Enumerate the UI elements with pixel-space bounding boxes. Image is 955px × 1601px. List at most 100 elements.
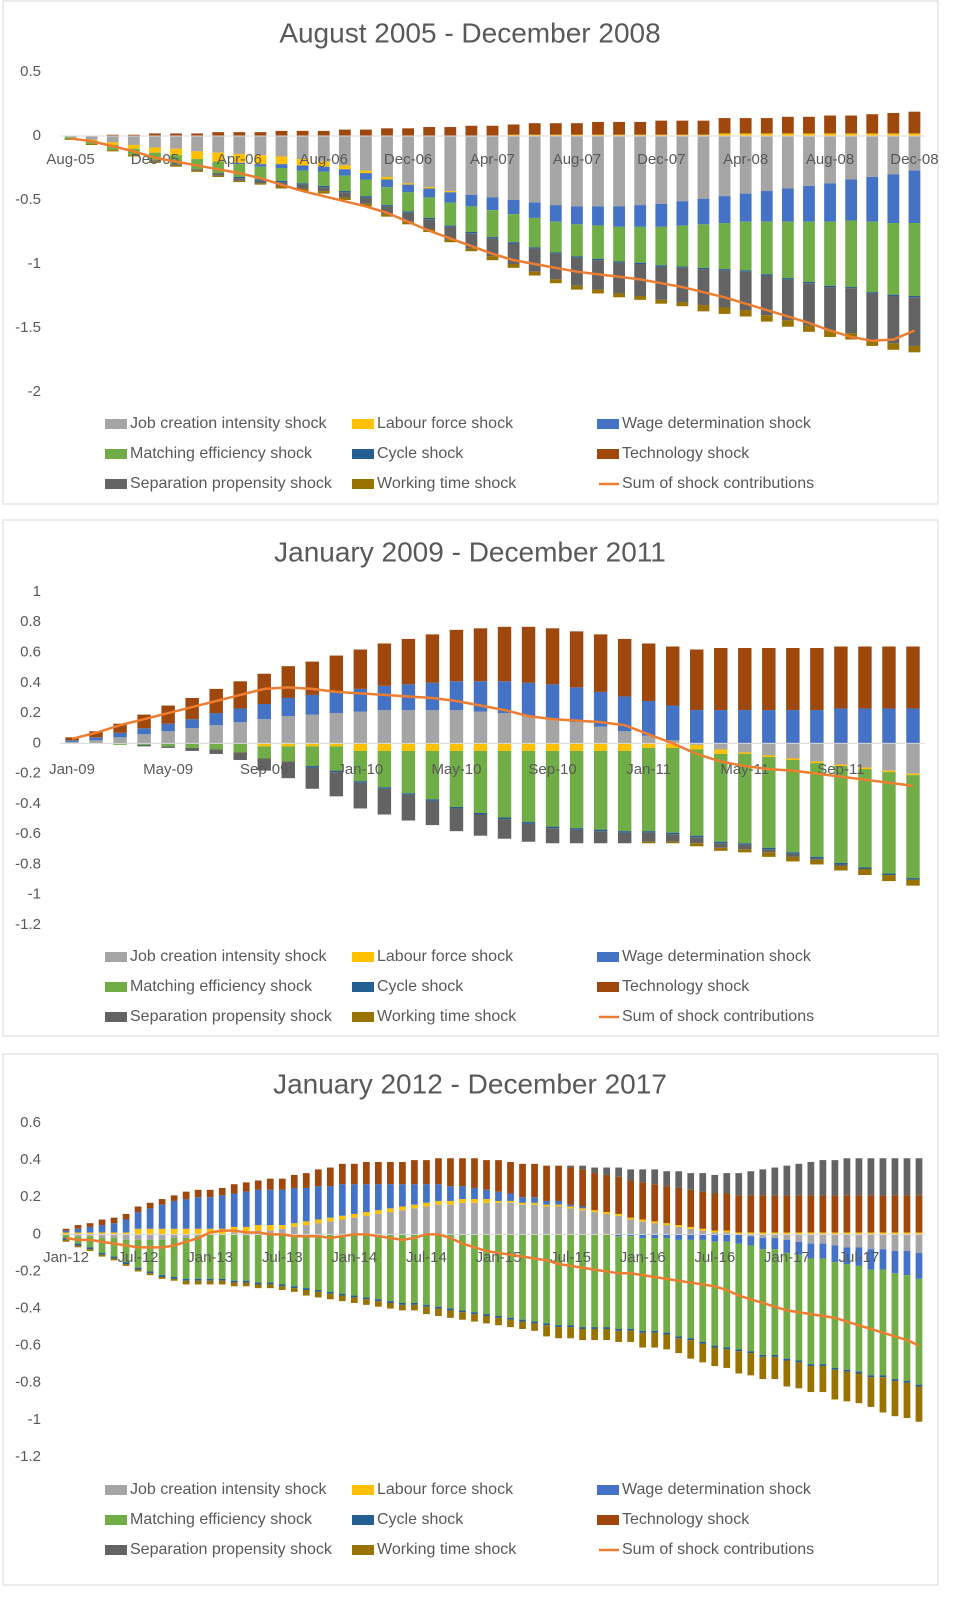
bar [375,1234,382,1300]
bar [887,294,900,296]
bar [89,737,103,741]
bar [275,180,288,183]
bar [170,164,182,166]
bar [739,133,752,136]
bar [843,1371,851,1402]
legend-label: Wage determination shock [622,948,812,965]
bar [402,212,415,222]
bar [521,822,536,824]
bar [254,179,267,181]
bar [191,136,204,152]
bar [465,136,478,195]
bar [915,1232,923,1235]
legend-swatch [105,1485,127,1495]
bar [762,755,776,757]
bar [471,1187,478,1200]
bar [338,1295,346,1302]
bar [444,239,457,243]
bar [903,1251,911,1276]
bar [549,221,562,253]
bar [360,136,372,171]
sum-line [65,1229,920,1347]
legend-label: Labour force shock [377,1481,514,1498]
bar [665,743,680,748]
legend-label: Sum of shock contributions [622,475,814,492]
bar [771,1356,779,1380]
bar [567,1234,574,1326]
bar [326,1293,334,1300]
legend-swatch [105,419,127,429]
bar [699,1341,707,1344]
bar [908,296,921,298]
bar [718,196,731,224]
bar [185,747,199,751]
x-tick-label: Jul-13 [262,1249,303,1266]
bar [483,1315,490,1324]
bar [591,1212,598,1235]
legend-label: Matching efficiency shock [130,445,313,462]
bar [519,1163,526,1198]
y-tick-label: -1 [28,886,41,903]
bar [867,1269,875,1376]
bar [360,129,372,136]
bar [447,1310,454,1318]
bar [882,873,896,876]
bar [795,1195,803,1233]
bar [738,753,752,844]
bar [449,629,464,682]
bar [447,1186,454,1201]
bar [278,1178,286,1190]
bar [122,1213,130,1220]
legend-label: Working time shock [377,1008,517,1025]
bar [549,205,562,222]
legend-label: Working time shock [377,1541,517,1558]
bar [795,1241,803,1255]
bar [170,1200,178,1229]
bar [593,829,608,832]
bar [545,826,560,829]
x-tick-label: Aug-07 [553,151,601,168]
bar [908,170,921,224]
y-tick-label: -0.6 [15,1337,41,1354]
bar [425,799,440,801]
bar [718,270,731,308]
bar [86,1236,94,1248]
bar [254,183,267,185]
legend-swatch [597,1485,619,1495]
bar [613,293,625,298]
bar [435,1204,442,1235]
bar [699,1173,707,1192]
bar [903,1195,911,1233]
bar [639,1169,647,1183]
legend-swatch [105,982,127,992]
x-tick-label: May-11 [720,761,769,778]
bar [735,1173,743,1196]
bar [495,1191,502,1201]
bar [191,133,204,136]
bar [735,1195,743,1233]
bar [711,1174,719,1194]
bar [639,1330,647,1333]
bar [697,269,710,305]
bar [858,868,872,876]
bar [569,829,584,844]
bar [531,1234,538,1322]
bar [495,1315,502,1318]
bar [593,691,608,727]
bar [739,270,752,272]
legend-label: Labour force shock [377,948,514,965]
bar [266,1234,274,1283]
bar [230,1193,238,1227]
bar [377,685,392,711]
bar [665,832,680,835]
bar [891,1379,899,1381]
bar [495,1234,502,1316]
bar [122,1232,130,1235]
bar [555,1165,562,1201]
legend-label: Job creation intensity shock [130,948,328,965]
bar [567,1325,574,1328]
legend-swatch [352,1012,374,1022]
bar [375,1210,382,1214]
bar [425,682,440,711]
bar [762,710,776,744]
